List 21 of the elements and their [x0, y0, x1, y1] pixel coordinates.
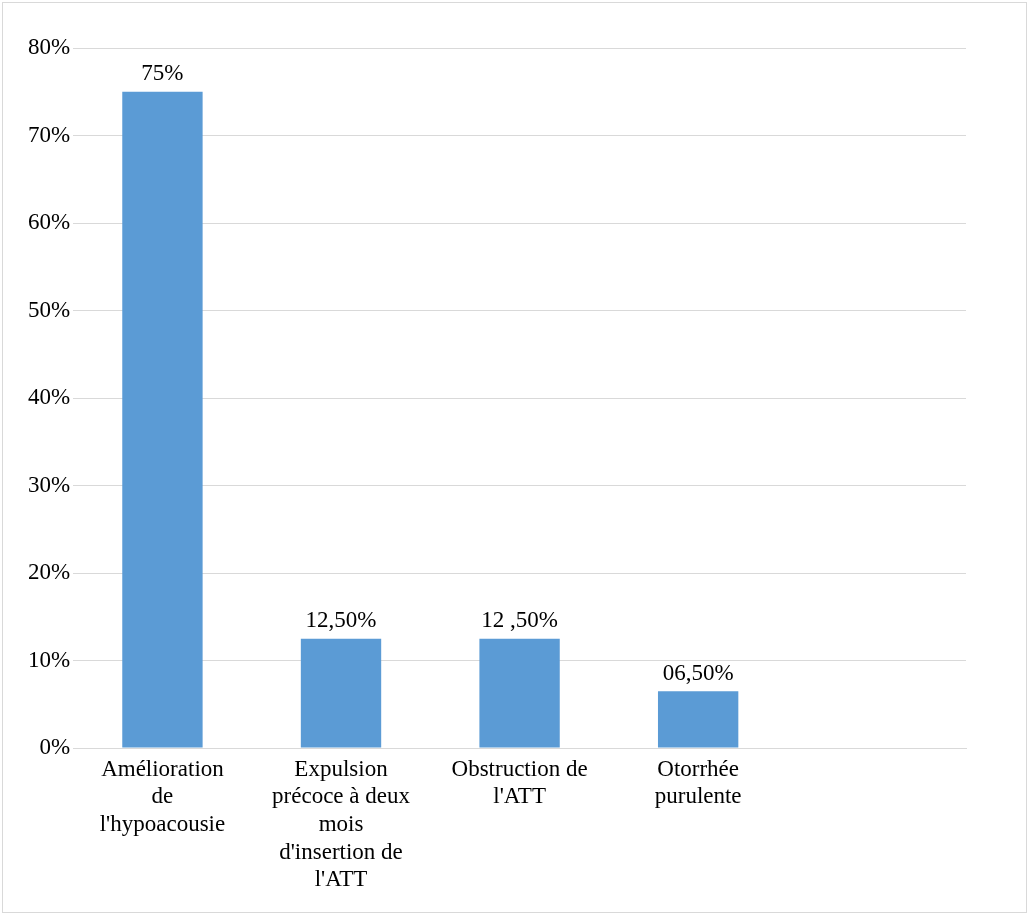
bar [657, 691, 739, 748]
bar [479, 638, 560, 748]
data-label: 75% [141, 60, 184, 86]
y-tick-label: 0% [39, 734, 71, 760]
x-tick-label: Expulsion précoce à deux mois d'insertion de l'ATT [272, 755, 411, 892]
data-label: 06,50% [662, 659, 734, 685]
x-tick-label: Amélioration de l'hypoacousie [99, 755, 226, 837]
y-tick-label: 10% [27, 646, 71, 672]
y-tick-label: 40% [27, 384, 71, 410]
data-label: 12 ,50% [481, 607, 558, 633]
bar [122, 91, 203, 748]
y-tick-label: 60% [27, 209, 71, 235]
y-tick-label: 50% [27, 296, 71, 322]
y-tick-label: 80% [27, 34, 71, 60]
y-tick-label: 20% [27, 559, 71, 585]
y-tick-label: 30% [27, 471, 71, 497]
data-label: 12,50% [305, 607, 377, 633]
x-tick-label: Obstruction de l'ATT [451, 755, 588, 809]
bar [300, 638, 382, 748]
y-tick-label: 70% [27, 121, 71, 147]
x-tick-label: Otorrhée purulente [654, 755, 742, 809]
